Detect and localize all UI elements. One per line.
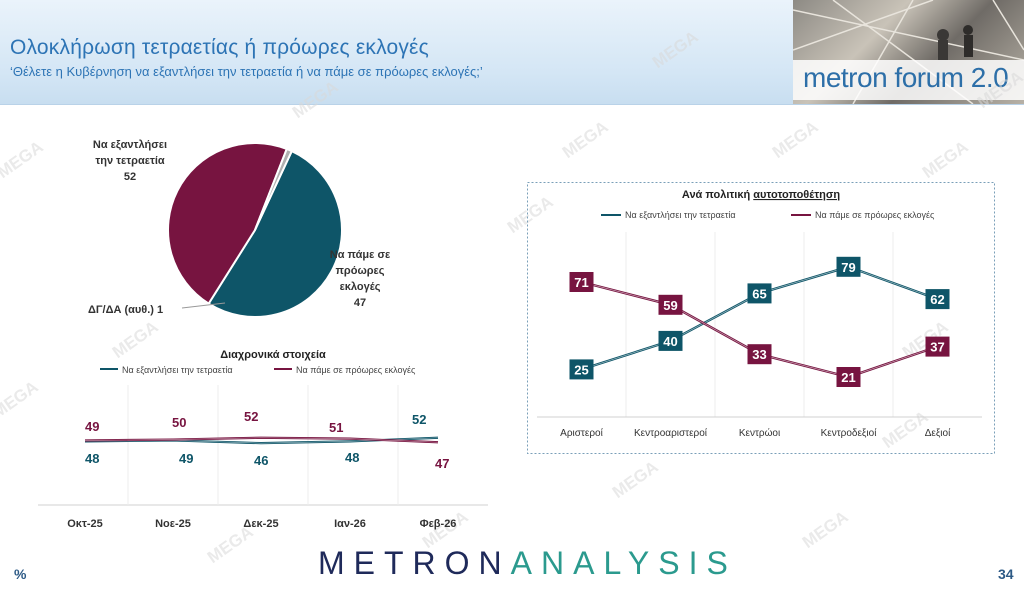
pie-label: 52 — [124, 171, 136, 183]
legend-label: Να πάμε σε πρόωρες εκλογές — [296, 365, 416, 375]
pie-label: πρόωρες — [336, 265, 385, 277]
unit-label: % — [14, 566, 27, 582]
data-marker — [658, 330, 683, 351]
pie-leader-line — [181, 302, 226, 309]
x-tick-label: Δεκ-25 — [243, 518, 278, 530]
logo-analysis: ANALYSIS — [510, 545, 737, 581]
chart-title-part: αυτοτοποθέτηση — [753, 189, 840, 201]
data-label: 25 — [574, 362, 588, 377]
x-tick-label: Κεντρώοι — [739, 427, 780, 439]
pie-chart: Να εξαντλήσει την τετραετία 52 Να πάμε σε πρ… — [88, 139, 391, 318]
watermark-text: MEGA — [608, 457, 662, 502]
pie-slice — [254, 147, 294, 231]
page-number: 34 — [998, 566, 1014, 582]
metron-analysis-logo: METRONANALYSIS — [318, 545, 737, 582]
data-label: 49 — [179, 451, 193, 466]
logo-band — [793, 60, 1024, 100]
chart-title: Διαχρονικά στοιχεία — [220, 349, 326, 361]
page-title: Ολοκλήρωση τετραετίας ή πρόωρες εκλογές — [10, 36, 429, 59]
x-tick-label: Αριστεροί — [560, 427, 603, 439]
data-label: 51 — [329, 420, 343, 435]
data-label: 48 — [345, 450, 359, 465]
legend-label: Να εξαντλήσει την τετραετία — [122, 365, 233, 375]
data-marker — [658, 294, 683, 315]
pie-slice — [207, 149, 343, 318]
data-label: 46 — [254, 453, 268, 468]
x-tick-label: Κεντροδεξιοί — [821, 427, 878, 439]
data-label: 62 — [930, 292, 944, 307]
pie-label: Να πάμε σε — [330, 249, 391, 261]
pie-label: την τετραετία — [95, 155, 165, 167]
data-marker — [569, 359, 594, 380]
data-marker — [925, 289, 950, 310]
data-label: 71 — [574, 275, 588, 290]
chart-title: Ανά πολιτική αυτοτοποθέτηση — [682, 189, 840, 201]
pie-label: ΔΓ/ΔΑ (αυθ.) 1 — [88, 304, 163, 316]
data-marker — [747, 344, 772, 365]
data-marker — [747, 283, 772, 304]
watermark-text: MEGA — [798, 507, 852, 552]
pie-label: εκλογές — [340, 281, 381, 293]
x-tick-label: Νοε-25 — [155, 518, 191, 530]
watermark-text: MEGA — [0, 377, 42, 422]
page-subtitle: ‘Θέλετε η Κυβέρνηση να εξαντλήσει την τε… — [10, 64, 483, 79]
data-marker — [836, 256, 861, 277]
x-tick-label: Ιαν-26 — [334, 518, 366, 530]
logo-metron: METRON — [318, 545, 511, 581]
pie-slice — [167, 142, 289, 305]
data-label: 21 — [841, 370, 855, 385]
data-label: 65 — [752, 286, 766, 301]
pie-label: Να εξαντλήσει — [93, 139, 167, 151]
data-label: 52 — [412, 412, 426, 427]
pie-label: 47 — [354, 297, 366, 309]
watermark-text: MEGA — [558, 117, 612, 162]
data-label: 49 — [85, 419, 99, 434]
data-label: 37 — [930, 340, 944, 355]
time-series-chart: Διαχρονικά στοιχεία Να εξαντλήσει την τετ… — [38, 349, 488, 530]
logo-background-graphic — [793, 0, 1024, 104]
x-tick-label: Δεξιοί — [925, 427, 951, 439]
data-label: 33 — [752, 347, 766, 362]
header-band: Ολοκλήρωση τετραετίας ή πρόωρες εκλογές … — [0, 0, 1024, 105]
chart-title-part: Ανά πολιτική — [682, 189, 753, 201]
data-label: 40 — [663, 334, 677, 349]
data-label: 52 — [244, 409, 258, 424]
series-line-highlight — [84, 437, 439, 443]
data-marker — [569, 272, 594, 292]
data-label: 59 — [663, 298, 677, 313]
x-tick-label: Φεβ-26 — [420, 518, 457, 530]
chart-frame — [527, 182, 995, 454]
data-marker — [925, 336, 950, 357]
data-label: 48 — [85, 451, 99, 466]
x-tick-label: Κεντροαριστεροί — [634, 427, 708, 439]
x-tick-label: Οκτ-25 — [67, 518, 103, 530]
legend-label: Να πάμε σε πρόωρες εκλογές — [815, 210, 935, 220]
data-label: 50 — [172, 415, 186, 430]
watermark-text: MEGA — [918, 137, 972, 182]
data-label: 79 — [841, 260, 855, 275]
ideology-chart: Ανά πολιτική αυτοτοποθέτηση Να εξαντλήσει… — [527, 182, 995, 454]
data-label: 47 — [435, 456, 449, 471]
logo-text: metron forum 2.0 — [803, 62, 1009, 93]
data-marker — [836, 367, 861, 387]
legend-label: Να εξαντλήσει την τετραετία — [625, 210, 736, 220]
watermark-text: MEGA — [768, 117, 822, 162]
metron-forum-logo: metron forum 2.0 — [793, 0, 1024, 104]
